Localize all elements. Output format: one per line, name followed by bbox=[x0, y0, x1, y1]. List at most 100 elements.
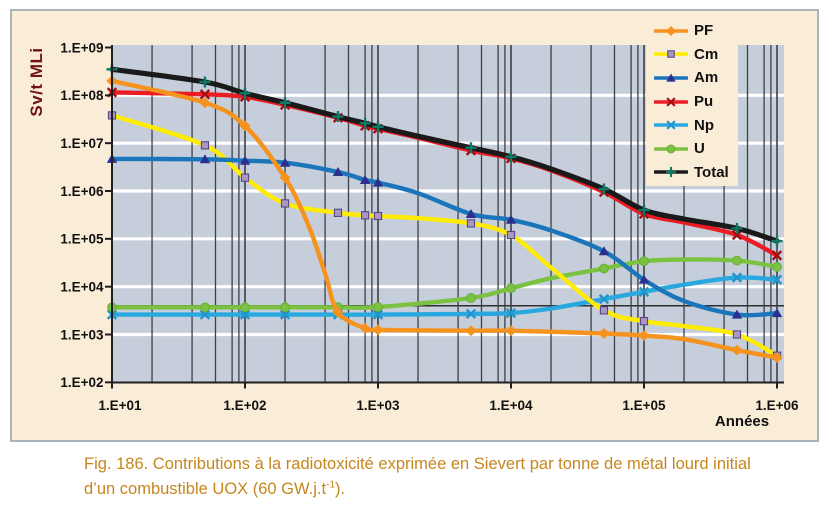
caption-line-2-text: d’un combustible UOX (60 GW.j.t bbox=[84, 479, 327, 498]
series-PF-marker bbox=[505, 325, 517, 337]
series-Total-marker bbox=[279, 97, 291, 109]
y-axis-title: Sv/t MLi bbox=[27, 47, 46, 117]
y-tick-label: 1.E+02 bbox=[60, 375, 103, 390]
series-Am bbox=[106, 153, 783, 319]
x-axis-title: Années bbox=[714, 413, 770, 430]
series-Total-marker bbox=[359, 117, 371, 129]
series-Am-marker bbox=[332, 166, 344, 176]
series-Cm-marker bbox=[361, 211, 370, 220]
series-Cm-marker bbox=[599, 306, 609, 315]
series-Total-line bbox=[109, 66, 780, 244]
series-PF-marker bbox=[372, 324, 384, 336]
series-Cm bbox=[107, 111, 782, 360]
legend-swatch-Np bbox=[654, 120, 688, 130]
series-Cm-marker bbox=[280, 199, 290, 208]
y-tick-label: 1.E+09 bbox=[60, 40, 103, 55]
series-Np-marker bbox=[239, 309, 251, 320]
series-PF-marker bbox=[731, 344, 743, 356]
y-tick-label: 1.E+04 bbox=[60, 279, 104, 294]
series-Am-line bbox=[109, 156, 780, 318]
y-tick-label: 1.E+05 bbox=[60, 232, 104, 247]
caption-line-1: Fig. 186. Contributions à la radiotoxici… bbox=[84, 455, 751, 473]
x-tick-label: 1.E+05 bbox=[622, 398, 666, 413]
series-Am-marker bbox=[279, 157, 291, 167]
series-U-marker bbox=[599, 263, 609, 274]
series-Np-marker bbox=[598, 293, 610, 305]
series-Am-marker bbox=[239, 155, 251, 165]
series-U-marker bbox=[200, 302, 210, 313]
series-Pu-marker bbox=[199, 89, 211, 100]
series-U-marker bbox=[772, 261, 782, 272]
series-PF-marker bbox=[771, 352, 783, 364]
series-Np-marker bbox=[505, 307, 517, 319]
series-Total-marker bbox=[598, 183, 610, 195]
series-Total-marker bbox=[638, 204, 650, 216]
series-Am-marker bbox=[771, 308, 783, 318]
y-tick-label: 1.E+07 bbox=[60, 136, 103, 151]
series-U-marker bbox=[373, 302, 383, 312]
series-PF-marker bbox=[465, 325, 477, 337]
tick-labels: 1.E+09 1.E+08 1.E+07 1.E+06 1.E+05 1.E+04 1.E+… bbox=[60, 40, 799, 413]
series-Total bbox=[106, 63, 783, 247]
series-Total-marker bbox=[771, 235, 783, 247]
series-Total-marker bbox=[465, 142, 477, 154]
y-tick-label: 1.E+08 bbox=[60, 88, 104, 103]
caption-line-2: d’un combustible UOX (60 GW.j.t-1). bbox=[84, 477, 808, 502]
series-Cm-line bbox=[109, 113, 780, 358]
legend-label-PF: PF bbox=[694, 22, 714, 40]
series-Total-marker bbox=[372, 121, 384, 133]
series-Pu-marker bbox=[731, 229, 743, 241]
series-Np-marker bbox=[771, 274, 783, 285]
series-Np-marker bbox=[731, 272, 743, 283]
series-Cm-marker bbox=[200, 141, 210, 150]
series-PF-marker bbox=[332, 306, 344, 318]
legend-item-Pu: Pu bbox=[654, 90, 738, 114]
x-tick-label: 1.E+04 bbox=[489, 398, 533, 413]
series-Am-marker bbox=[638, 274, 650, 284]
series-PF bbox=[106, 75, 783, 364]
radiotoxicity-chart: 1.E+09 1.E+08 1.E+07 1.E+06 1.E+05 1.E+04 1.E+… bbox=[60, 40, 799, 413]
axes bbox=[105, 45, 784, 389]
series-PF-marker bbox=[598, 327, 610, 339]
legend-label-Pu: Pu bbox=[694, 93, 714, 111]
series-Np-marker bbox=[199, 309, 211, 320]
legend-item-Total: Total bbox=[654, 161, 738, 185]
chart-legend: PF Cm Am Pu Np U Total bbox=[646, 12, 738, 186]
series-Cm-marker bbox=[506, 230, 516, 240]
series-Pu-marker bbox=[771, 250, 783, 261]
legend-label-U: U bbox=[694, 140, 705, 158]
series-Total-marker bbox=[199, 76, 211, 88]
legend-item-Am: Am bbox=[654, 66, 738, 90]
legend-swatch-Am bbox=[654, 73, 688, 82]
legend-swatch-PF bbox=[654, 25, 688, 36]
series-PF-marker bbox=[239, 120, 251, 132]
x-tick-label: 1.E+06 bbox=[755, 398, 799, 413]
legend-swatch-Pu bbox=[654, 96, 688, 107]
series-Np-marker bbox=[465, 308, 477, 320]
series-U-marker bbox=[506, 283, 516, 294]
series-PF-marker bbox=[279, 172, 291, 184]
series-PF-marker bbox=[199, 97, 211, 109]
caption-superscript: -1 bbox=[326, 479, 336, 490]
legend-item-Cm: Cm bbox=[654, 43, 738, 67]
legend-item-PF: PF bbox=[654, 19, 738, 43]
legend-swatch-U bbox=[654, 144, 688, 154]
series-U-marker bbox=[466, 293, 476, 303]
series-Am-marker bbox=[372, 177, 384, 187]
legend-label-Np: Np bbox=[694, 116, 714, 134]
series-Np-marker bbox=[279, 309, 291, 320]
series-U-marker bbox=[639, 256, 649, 267]
series-Cm-marker bbox=[466, 219, 476, 228]
series-Am-marker bbox=[505, 214, 517, 224]
legend-item-Np: Np bbox=[654, 113, 738, 137]
figure-caption: Fig. 186. Contributions à la radiotoxici… bbox=[84, 452, 808, 501]
series-Cm-marker bbox=[333, 208, 343, 217]
caption-line-2-end: ). bbox=[335, 479, 346, 498]
legend-label-Cm: Cm bbox=[694, 45, 719, 63]
x-tick-label: 1.E+02 bbox=[223, 398, 266, 413]
legend-label-Total: Total bbox=[694, 163, 729, 181]
y-tick-label: 1.E+03 bbox=[60, 327, 104, 342]
series-Am-marker bbox=[199, 154, 211, 164]
series-U-marker bbox=[732, 255, 742, 266]
